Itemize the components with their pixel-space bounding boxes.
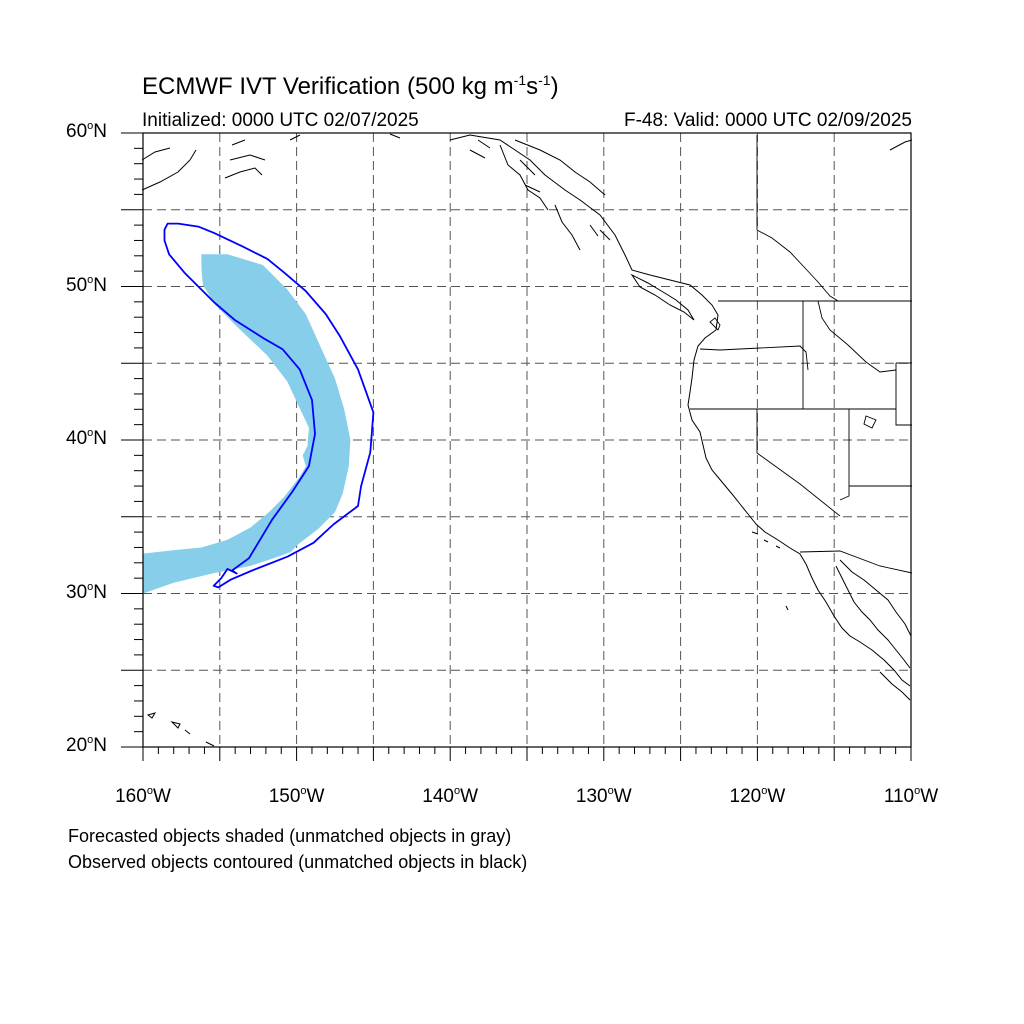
lon-tick-label: 120oW (729, 785, 786, 807)
coastlines-and-borders (141, 133, 913, 747)
lon-tick-label: 150oW (268, 785, 325, 807)
vancouver-island (630, 273, 695, 321)
ivt-objects (143, 222, 375, 594)
political-borders (690, 135, 913, 574)
hawaii-islands (146, 712, 215, 747)
lat-tick-label: 50oN (66, 273, 107, 296)
lon-tick-label: 110oW (883, 785, 939, 807)
valid-time-label: F-48: Valid: 0000 UTC 02/09/2025 (624, 110, 912, 131)
alaska-south-coast (289, 133, 913, 151)
graticule-grid (143, 133, 911, 747)
northwest-coast-islands (499, 144, 611, 251)
alaska-panhandle-inlets (469, 139, 606, 196)
mexico-mainland-coast (879, 671, 911, 701)
observed-ivt-object (163, 222, 375, 589)
lon-tick-label: 130oW (575, 785, 632, 807)
us-west-coastline (687, 329, 911, 687)
baja-california-inner-coast (835, 565, 911, 669)
initialized-label: Initialized: 0000 UTC 02/07/2025 (142, 110, 419, 131)
lon-tick-label: 140oW (422, 785, 479, 807)
chart-title: ECMWF IVT Verification (500 kg m-1s-1) (142, 72, 559, 100)
lat-tick-label: 30oN (66, 580, 107, 603)
alaska-bc-coastline (449, 134, 719, 331)
observed-legend-note: Observed objects contoured (unmatched ob… (68, 852, 528, 872)
forecast-legend-note: Forecasted objects shaded (unmatched obj… (68, 826, 512, 846)
lat-tick-label: 60oN (66, 120, 107, 142)
map-frame (121, 132, 912, 761)
lat-tick-label: 20oN (66, 734, 107, 756)
channel-islands (751, 531, 789, 611)
gulf-of-california-coast (839, 559, 912, 637)
aleutian-coast (141, 139, 266, 191)
lat-tick-label: 40oN (66, 427, 107, 449)
lon-tick-label: 160oW (115, 785, 171, 807)
forecast-ivt-object (143, 254, 351, 594)
